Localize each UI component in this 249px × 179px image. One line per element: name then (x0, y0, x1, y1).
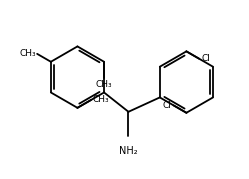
Text: Cl: Cl (163, 101, 172, 110)
Text: NH₂: NH₂ (119, 146, 138, 156)
Text: CH₃: CH₃ (19, 49, 36, 58)
Text: Cl: Cl (201, 54, 210, 63)
Text: CH₃: CH₃ (96, 80, 112, 89)
Text: CH₃: CH₃ (93, 95, 109, 104)
